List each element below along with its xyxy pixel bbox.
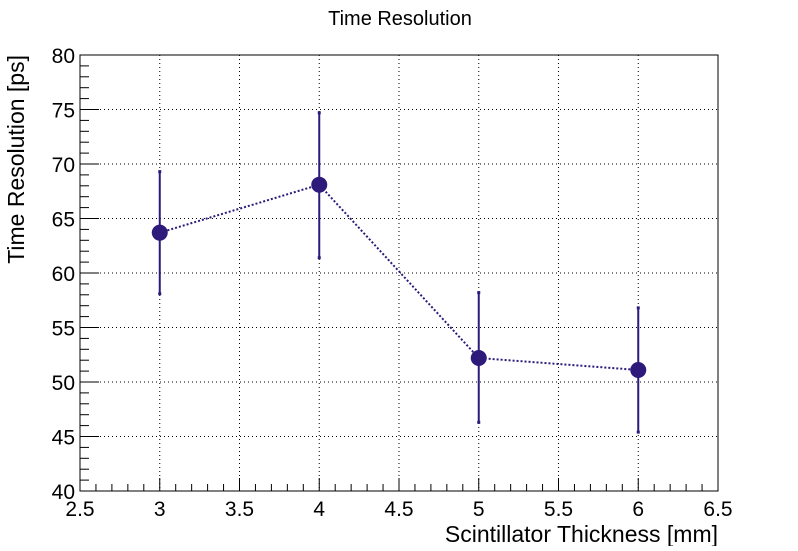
y-tick-label: 50 xyxy=(52,372,75,395)
y-axis-label: Time Resolution [ps] xyxy=(3,55,29,264)
x-tick-label: 6.5 xyxy=(703,498,732,521)
x-tick-label: 3 xyxy=(154,498,166,521)
y-tick-label: 65 xyxy=(52,209,75,232)
data-point xyxy=(151,224,168,241)
series-layer xyxy=(151,111,647,434)
y-tick-label: 40 xyxy=(52,481,75,504)
x-tick-label: 2.5 xyxy=(65,498,94,521)
y-tick-label: 70 xyxy=(52,154,75,177)
plot-frame xyxy=(79,54,719,492)
y-tick-label: 60 xyxy=(52,263,75,286)
x-tick-label: 4.5 xyxy=(384,498,413,521)
x-tick-label: 6 xyxy=(632,498,644,521)
grid-layer xyxy=(80,55,718,491)
y-tick-label: 55 xyxy=(52,318,75,341)
chart-title: Time Resolution xyxy=(328,8,472,30)
y-tick-label: 45 xyxy=(52,427,75,450)
y-tick-label: 75 xyxy=(52,100,75,123)
tick-layer xyxy=(79,54,719,492)
y-tick-label: 80 xyxy=(52,45,75,68)
data-point xyxy=(470,350,487,367)
x-tick-label: 5.5 xyxy=(544,498,573,521)
x-tick-label: 5 xyxy=(473,498,485,521)
x-axis-label: Scintillator Thickness [mm] xyxy=(445,521,718,546)
data-point xyxy=(311,176,328,193)
series-connecting-line xyxy=(159,183,639,372)
data-point xyxy=(630,362,647,379)
tick-label-layer: 2.5 3 3.5 4 4.5 5 5.5 6 6.5 40 45 50 55 60 65 70 75 80 xyxy=(52,45,733,521)
x-tick-label: 4 xyxy=(313,498,325,521)
x-tick-label: 3.5 xyxy=(225,498,254,521)
